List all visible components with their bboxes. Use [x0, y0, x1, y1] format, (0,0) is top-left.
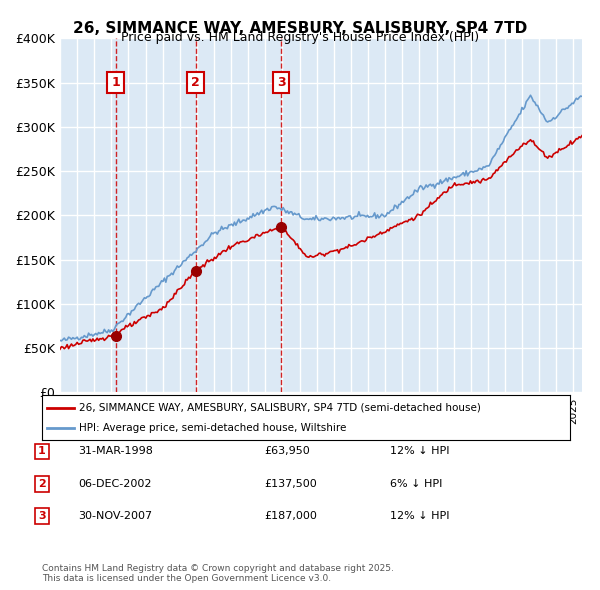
Text: 12% ↓ HPI: 12% ↓ HPI	[390, 447, 449, 456]
Text: 26, SIMMANCE WAY, AMESBURY, SALISBURY, SP4 7TD (semi-detached house): 26, SIMMANCE WAY, AMESBURY, SALISBURY, S…	[79, 403, 481, 412]
Text: HPI: Average price, semi-detached house, Wiltshire: HPI: Average price, semi-detached house,…	[79, 424, 346, 434]
Text: £187,000: £187,000	[264, 512, 317, 521]
Text: 31-MAR-1998: 31-MAR-1998	[78, 447, 153, 456]
Text: 3: 3	[38, 512, 46, 521]
Text: £137,500: £137,500	[264, 479, 317, 489]
Text: 30-NOV-2007: 30-NOV-2007	[78, 512, 152, 521]
Text: 12% ↓ HPI: 12% ↓ HPI	[390, 512, 449, 521]
Text: Price paid vs. HM Land Registry's House Price Index (HPI): Price paid vs. HM Land Registry's House …	[121, 31, 479, 44]
Text: 2: 2	[38, 479, 46, 489]
Text: 6% ↓ HPI: 6% ↓ HPI	[390, 479, 442, 489]
Text: 2: 2	[191, 76, 200, 89]
Text: 1: 1	[38, 447, 46, 456]
Text: 06-DEC-2002: 06-DEC-2002	[78, 479, 151, 489]
Text: 3: 3	[277, 76, 286, 89]
Text: 26, SIMMANCE WAY, AMESBURY, SALISBURY, SP4 7TD: 26, SIMMANCE WAY, AMESBURY, SALISBURY, S…	[73, 21, 527, 35]
Text: Contains HM Land Registry data © Crown copyright and database right 2025.
This d: Contains HM Land Registry data © Crown c…	[42, 563, 394, 583]
Text: 1: 1	[111, 76, 120, 89]
Text: £63,950: £63,950	[264, 447, 310, 456]
